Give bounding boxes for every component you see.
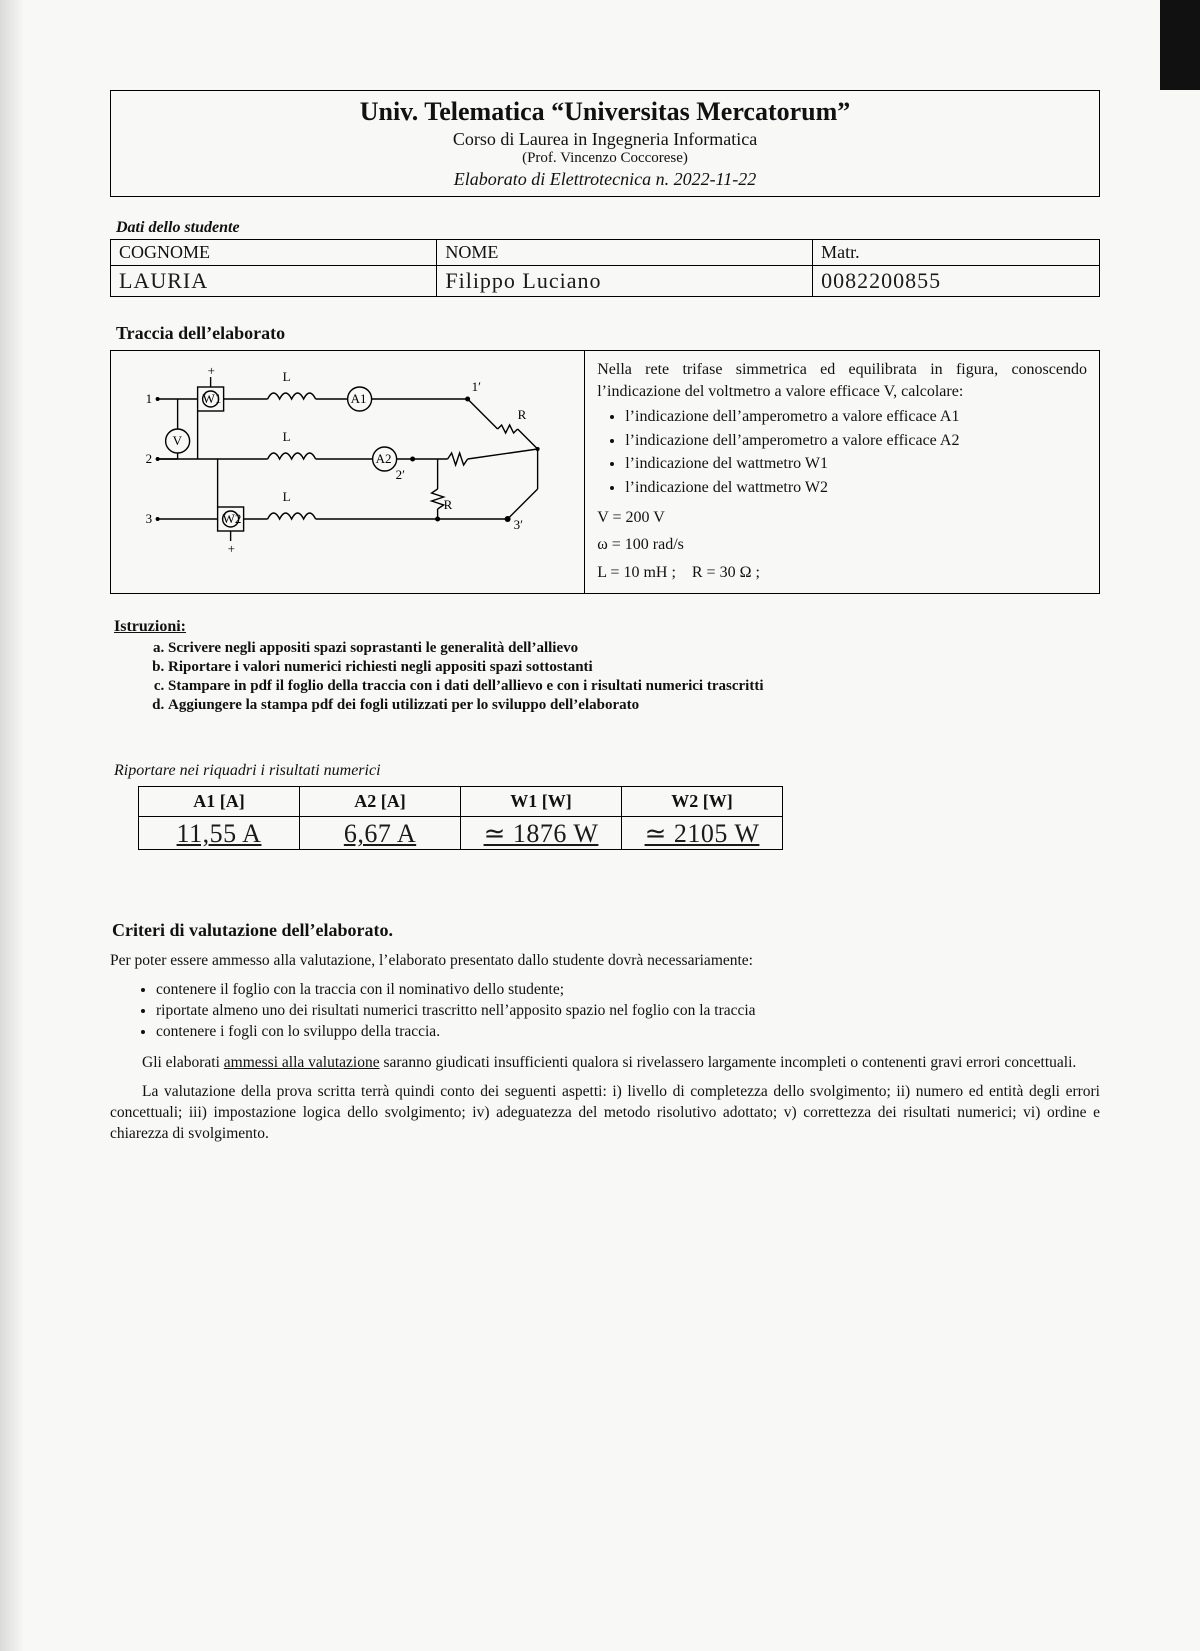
val-cognome: LAURIA bbox=[111, 266, 437, 297]
criteri-p3: La valutazione della prova scritta terrà… bbox=[110, 1082, 1100, 1145]
page: Univ. Telematica “Universitas Mercatorum… bbox=[0, 0, 1200, 1651]
criteri-bullet: riportate almeno uno dei risultati numer… bbox=[156, 1001, 1100, 1022]
res-v-a1: 11,55 A bbox=[139, 817, 300, 850]
lbl-L1: L bbox=[283, 369, 291, 384]
criteri-p2u: ammessi alla valutazione bbox=[224, 1054, 380, 1071]
criteri-body: Per poter essere ammesso alla valutazion… bbox=[110, 951, 1100, 1144]
lbl-v: V bbox=[173, 433, 183, 448]
svg-text:+: + bbox=[208, 363, 215, 378]
istruzioni-list: Scrivere negli appositi spazi soprastant… bbox=[120, 640, 1100, 714]
lbl-R-a: R bbox=[518, 407, 527, 422]
lbl-p2: 2′ bbox=[396, 467, 406, 482]
criteri-bullet: contenere i fogli con lo sviluppo della … bbox=[156, 1022, 1100, 1043]
lbl-a2: A2 bbox=[376, 451, 392, 466]
lbl-L2: L bbox=[283, 429, 291, 444]
given-V: V = 200 V bbox=[597, 507, 1087, 529]
traccia-heading: Traccia dell’elaborato bbox=[116, 323, 1100, 344]
header-box: Univ. Telematica “Universitas Mercatorum… bbox=[110, 90, 1100, 197]
res-h-w2: W2 [W] bbox=[622, 787, 783, 817]
hw-cognome: LAURIA bbox=[119, 268, 208, 293]
lbl-n1: 1 bbox=[146, 391, 153, 406]
lbl-n3: 3 bbox=[146, 511, 153, 526]
student-value-row: LAURIA Filippo Luciano 0082200855 bbox=[111, 266, 1100, 297]
traccia-bullet: l’indicazione dell’amperometro a valore … bbox=[625, 430, 1087, 452]
lbl-R-b: R bbox=[444, 497, 453, 512]
given-omega: ω = 100 rad/s bbox=[597, 534, 1087, 556]
scan-corner bbox=[1160, 0, 1200, 90]
res-h-a1: A1 [A] bbox=[139, 787, 300, 817]
val-nome: Filippo Luciano bbox=[437, 266, 813, 297]
istruzioni-item: Riportare i valori numerici richiesti ne… bbox=[168, 659, 1100, 676]
criteri-heading: Criteri di valutazione dell’elaborato. bbox=[112, 920, 1100, 941]
circuit-diagram: 1 2 3 W1 + L A1 1′ bbox=[117, 359, 578, 569]
student-section-label: Dati dello studente bbox=[116, 219, 1100, 237]
header-line2: Corso di Laurea in Ingegneria Informatic… bbox=[119, 129, 1091, 150]
circuit-panel: 1 2 3 W1 + L A1 1′ bbox=[111, 351, 585, 593]
lbl-a1: A1 bbox=[351, 391, 367, 406]
traccia-bullet: l’indicazione del wattmetro W2 bbox=[625, 477, 1087, 499]
col-nome: NOME bbox=[437, 240, 813, 266]
res-h-w1: W1 [W] bbox=[461, 787, 622, 817]
student-table: COGNOME NOME Matr. LAURIA Filippo Lucian… bbox=[110, 239, 1100, 297]
criteri-p2: Gli elaborati ammessi alla valutazione s… bbox=[110, 1053, 1100, 1074]
lbl-p1: 1′ bbox=[472, 379, 482, 394]
hw-nome: Filippo Luciano bbox=[445, 268, 601, 293]
traccia-bullets: l’indicazione dell’amperometro a valore … bbox=[597, 406, 1087, 498]
svg-text:+: + bbox=[228, 541, 235, 556]
col-matr: Matr. bbox=[813, 240, 1100, 266]
traccia-intro: Nella rete trifase simmetrica ed equilib… bbox=[597, 359, 1087, 402]
lbl-p3: 3′ bbox=[514, 517, 524, 532]
hw-w2: ≃ 2105 W bbox=[645, 819, 760, 848]
criteri-bullet: contenere il foglio con la traccia con i… bbox=[156, 980, 1100, 1001]
traccia-bullet: l’indicazione del wattmetro W1 bbox=[625, 453, 1087, 475]
lbl-n2: 2 bbox=[146, 451, 153, 466]
res-v-w2: ≃ 2105 W bbox=[622, 817, 783, 850]
criteri-p2b: saranno giudicati insufficienti qualora … bbox=[380, 1054, 1077, 1071]
traccia-text: Nella rete trifase simmetrica ed equilib… bbox=[585, 351, 1099, 593]
criteri-bullets: contenere il foglio con la traccia con i… bbox=[110, 980, 1100, 1043]
traccia-box: 1 2 3 W1 + L A1 1′ bbox=[110, 350, 1100, 594]
given-LR: L = 10 mH ; R = 30 Ω ; bbox=[597, 562, 1087, 584]
lbl-w2: W2 bbox=[223, 511, 242, 526]
istruzioni-item: Stampare in pdf il foglio della traccia … bbox=[168, 678, 1100, 695]
results-value-row: 11,55 A 6,67 A ≃ 1876 W ≃ 2105 W bbox=[139, 817, 783, 850]
header-line4: Elaborato di Elettrotecnica n. 2022-11-2… bbox=[119, 169, 1091, 190]
results-header-row: A1 [A] A2 [A] W1 [W] W2 [W] bbox=[139, 787, 783, 817]
results-table: A1 [A] A2 [A] W1 [W] W2 [W] 11,55 A 6,67… bbox=[138, 786, 783, 850]
istruzioni-item: Aggiungere la stampa pdf dei fogli utili… bbox=[168, 697, 1100, 714]
lbl-L3: L bbox=[283, 489, 291, 504]
hw-matr: 0082200855 bbox=[821, 268, 941, 293]
istruzioni-item: Scrivere negli appositi spazi soprastant… bbox=[168, 640, 1100, 657]
results-caption: Riportare nei riquadri i risultati numer… bbox=[114, 762, 1100, 780]
traccia-bullet: l’indicazione dell’amperometro a valore … bbox=[625, 406, 1087, 428]
header-line3: (Prof. Vincenzo Coccorese) bbox=[119, 150, 1091, 167]
res-v-a2: 6,67 A bbox=[300, 817, 461, 850]
student-header-row: COGNOME NOME Matr. bbox=[111, 240, 1100, 266]
header-title: Univ. Telematica “Universitas Mercatorum… bbox=[119, 97, 1091, 127]
criteri-p1: Per poter essere ammesso alla valutazion… bbox=[110, 951, 1100, 972]
res-v-w1: ≃ 1876 W bbox=[461, 817, 622, 850]
lbl-w1: W1 bbox=[203, 391, 222, 406]
istruzioni-heading: Istruzioni: bbox=[114, 618, 1100, 636]
col-cognome: COGNOME bbox=[111, 240, 437, 266]
hw-a2: 6,67 A bbox=[344, 819, 416, 848]
hw-a1: 11,55 A bbox=[177, 819, 262, 848]
res-h-a2: A2 [A] bbox=[300, 787, 461, 817]
criteri-p2a: Gli elaborati bbox=[142, 1054, 224, 1071]
hw-w1: ≃ 1876 W bbox=[484, 819, 599, 848]
scan-shadow bbox=[0, 0, 24, 1651]
val-matr: 0082200855 bbox=[813, 266, 1100, 297]
